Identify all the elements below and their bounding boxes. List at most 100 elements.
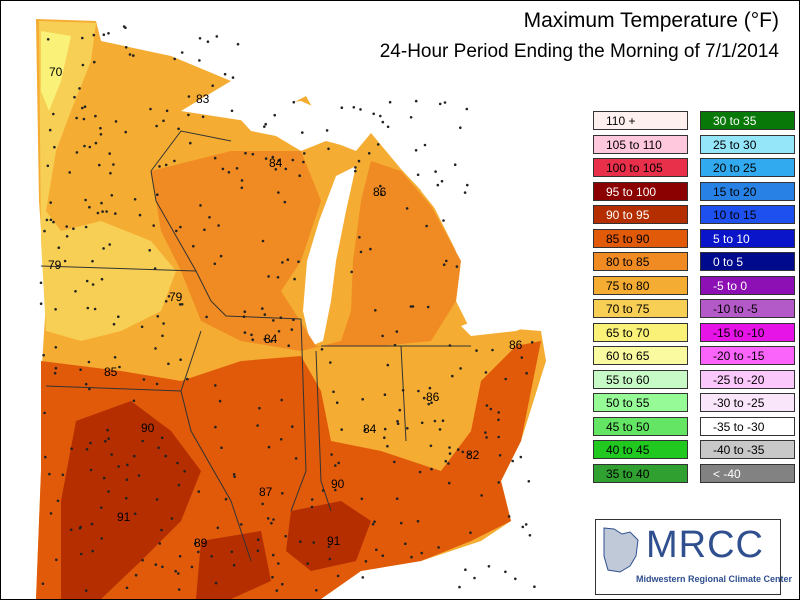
station-dot: [312, 541, 316, 544]
station-dot: [277, 191, 280, 194]
station-dot: [227, 171, 231, 174]
station-dot: [520, 356, 524, 359]
legend-entry: 105 to 110: [593, 134, 688, 154]
station-dot: [216, 526, 220, 530]
station-dot: [174, 569, 177, 573]
station-dot: [107, 32, 110, 35]
station-dot: [54, 346, 58, 349]
legend-entry: 90 to 95: [593, 205, 688, 224]
legend-label: 35 to 40: [606, 466, 650, 481]
station-dot: [87, 360, 91, 364]
station-dot: [447, 462, 450, 465]
station-dot: [137, 474, 141, 477]
legend-entry: 35 to 40: [593, 463, 688, 483]
station-dot: [132, 54, 135, 57]
station-dot: [267, 445, 271, 449]
station-dot: [504, 570, 507, 574]
station-dot: [256, 424, 259, 427]
station-dot: [52, 220, 55, 224]
station-dot: [448, 452, 452, 455]
station-dot: [354, 166, 357, 169]
station-dot: [528, 534, 532, 537]
station-dot: [240, 186, 244, 190]
station-dot: [464, 568, 467, 571]
station-dot: [256, 549, 260, 553]
station-dot: [133, 512, 137, 516]
station-dot: [187, 95, 191, 98]
station-dot: [279, 438, 283, 441]
station-dot: [42, 353, 45, 357]
station-dot: [180, 51, 184, 54]
station-dot: [165, 109, 169, 113]
station-dot: [197, 550, 200, 554]
legend-swatch: 10 to 15: [700, 205, 795, 224]
legend-swatch: -10 to -5: [700, 299, 795, 318]
station-dot: [411, 305, 415, 308]
station-dot: [399, 521, 403, 525]
station-dot: [383, 436, 386, 440]
station-dot: [327, 545, 331, 549]
station-dot: [112, 322, 116, 326]
station-dot: [334, 464, 337, 467]
station-dot: [429, 444, 433, 448]
station-dot: [456, 448, 460, 451]
legend-swatch: 30 to 35: [700, 111, 795, 130]
station-dot: [475, 349, 478, 352]
legend-label: 85 to 90: [606, 231, 650, 246]
station-dot: [266, 517, 270, 520]
legend-label: < -40: [713, 466, 741, 481]
station-dot: [283, 200, 287, 204]
station-dot: [284, 167, 288, 171]
station-dot: [231, 76, 235, 79]
station-dot: [334, 488, 337, 492]
state-boundaries: [40, 130, 471, 562]
station-dot: [109, 171, 112, 175]
station-dot: [335, 401, 339, 405]
station-dot: [49, 201, 52, 204]
station-dot: [451, 374, 454, 378]
station-dot: [303, 152, 306, 155]
station-dot: [444, 459, 448, 463]
station-dot: [133, 198, 137, 201]
station-dot: [422, 396, 426, 400]
station-dot: [161, 334, 164, 338]
station-value: 84: [363, 422, 377, 436]
station-dot: [118, 365, 121, 369]
station-dot: [117, 315, 120, 319]
legend-label: 55 to 60: [606, 372, 650, 387]
station-dot: [459, 367, 462, 370]
station-dot: [414, 99, 418, 103]
legend-swatch: 80 to 85: [593, 252, 688, 271]
station-dot: [190, 565, 194, 569]
station-dot: [79, 552, 83, 556]
region-90-95-east: [286, 501, 371, 571]
station-dot: [88, 387, 91, 391]
station-dot: [292, 100, 296, 104]
station-dot: [485, 404, 489, 407]
station-dot: [250, 333, 253, 337]
station-dot: [167, 362, 170, 366]
station-dot: [258, 406, 261, 410]
station-dot: [54, 366, 58, 370]
station-dot: [128, 53, 132, 56]
station-dot: [220, 446, 223, 450]
station-dot: [175, 229, 178, 233]
station-dot: [48, 472, 51, 476]
station-dot: [497, 435, 501, 439]
station-dot: [89, 468, 93, 472]
legend-label: 5 to 10: [713, 231, 750, 246]
station-dot: [210, 555, 213, 558]
station-dot: [149, 107, 152, 111]
station-dot: [393, 460, 396, 464]
station-dot: [114, 212, 117, 215]
legend-swatch: 20 to 25: [700, 158, 795, 177]
legend-swatch: 35 to 40: [593, 463, 688, 483]
station-dot: [199, 204, 202, 207]
station-dot: [325, 129, 329, 132]
legend-label: 70 to 75: [606, 302, 650, 316]
station-dot: [179, 358, 182, 362]
legend-entry: -15 to -10: [700, 322, 795, 342]
station-dot: [85, 448, 89, 451]
station-dot: [271, 155, 275, 159]
station-dot: [91, 283, 95, 286]
